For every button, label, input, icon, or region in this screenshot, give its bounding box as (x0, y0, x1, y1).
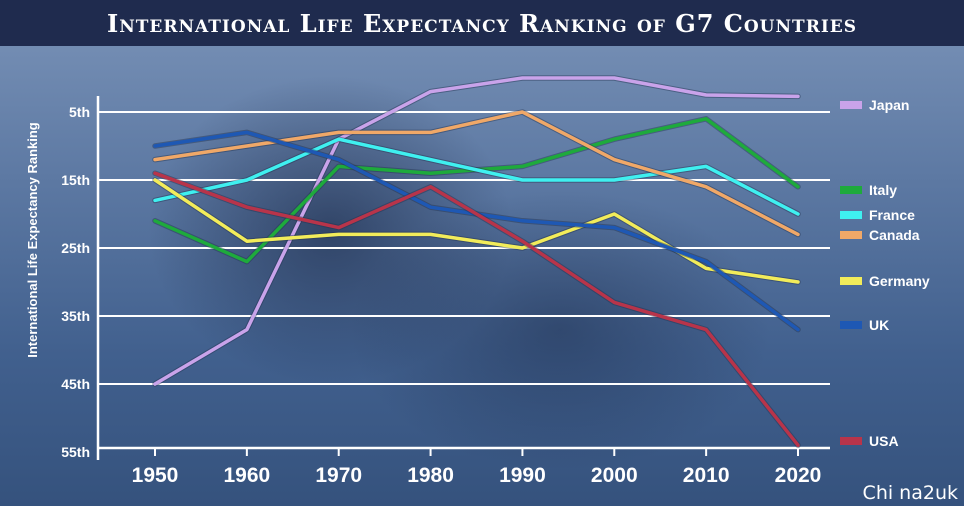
series-lines (152, 75, 801, 448)
watermark: Chi na2uk (862, 482, 958, 504)
x-tick-label: 1950 (132, 464, 179, 487)
x-tick-label: 2000 (591, 464, 638, 487)
x-tick-label: 2020 (775, 464, 822, 487)
legend-label-usa: USA (869, 433, 899, 449)
series-line-uk (153, 130, 800, 332)
y-axis-label: International Life Expectancy Ranking (25, 122, 40, 358)
y-tick-label: 45th (61, 376, 90, 392)
legend: Japan Italy France Canada Germany UK USA (840, 97, 930, 449)
series-line-canada (153, 110, 800, 237)
legend-swatch-japan (840, 101, 862, 109)
series-line-france (153, 137, 800, 216)
y-tick-label: 5th (69, 104, 90, 120)
legend-swatch-canada (840, 231, 862, 239)
series-line-germany (153, 178, 800, 284)
x-tick-label: 1970 (315, 464, 362, 487)
legend-swatch-uk (840, 321, 862, 329)
legend-label-france: France (869, 207, 915, 223)
y-tick-label: 25th (61, 240, 90, 256)
x-tick-label: 1980 (407, 464, 454, 487)
x-tick-label: 1960 (223, 464, 270, 487)
series-line-usa (153, 171, 800, 447)
y-tick-label: 55th (61, 444, 90, 460)
legend-label-uk: UK (869, 317, 889, 333)
gridlines (98, 111, 830, 385)
title-bar: International Life Expectancy Ranking of… (0, 0, 964, 46)
chart-title: International Life Expectancy Ranking of… (106, 8, 858, 38)
series-line-japan (153, 76, 800, 386)
legend-label-canada: Canada (869, 227, 920, 243)
x-tick-label: 2010 (683, 464, 730, 487)
y-tick-label: 35th (61, 308, 90, 324)
legend-label-italy: Italy (869, 182, 897, 198)
legend-label-japan: Japan (869, 97, 909, 113)
y-tick-label: 15th (61, 172, 90, 188)
legend-swatch-italy (840, 186, 862, 194)
legend-swatch-usa (840, 437, 862, 445)
x-tick-label: 1990 (499, 464, 546, 487)
legend-swatch-germany (840, 277, 862, 285)
legend-swatch-france (840, 211, 862, 219)
series-line-shadow-uk (152, 129, 801, 333)
legend-label-germany: Germany (869, 273, 930, 289)
axes: 5th 15th 25th 35th 45th 55th 1950 1960 1970 1980 1… (61, 96, 830, 487)
